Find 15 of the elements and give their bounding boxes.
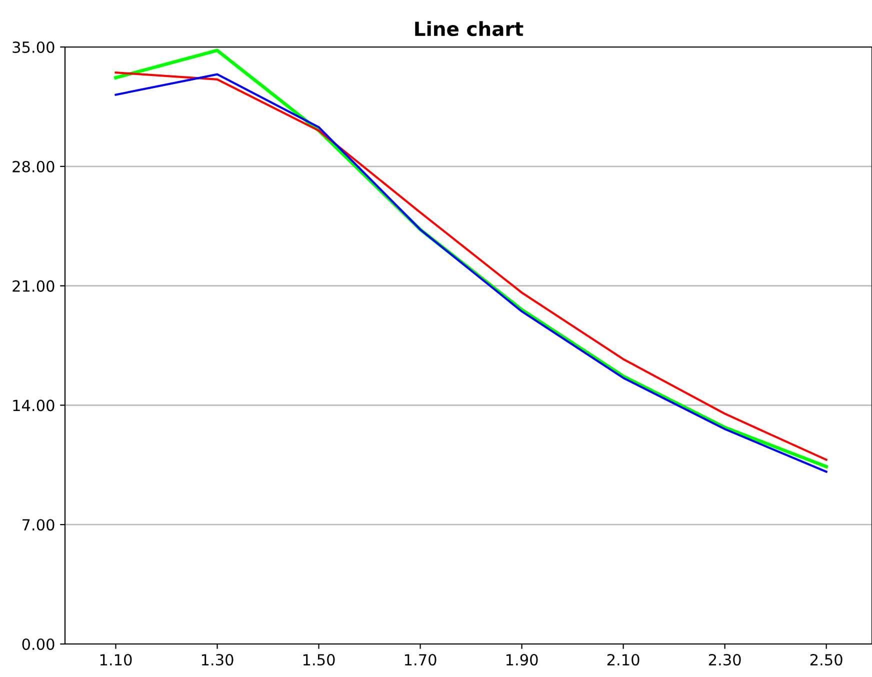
x-tick-label: 1.50: [303, 654, 335, 666]
y-tick-label: 0.00: [22, 638, 54, 650]
y-tick-label: 35.00: [12, 41, 54, 54]
x-tick-label: 1.10: [100, 654, 132, 666]
y-tick-label: 28.00: [12, 160, 54, 172]
x-tick-label: 2.10: [607, 654, 640, 666]
x-tick-label: 2.30: [708, 654, 741, 666]
y-tick-label: 21.00: [12, 280, 54, 292]
x-tick-label: 1.90: [506, 654, 538, 666]
x-tick-label: 1.30: [202, 654, 234, 666]
x-tick-label: 2.50: [810, 654, 842, 666]
y-tick-label: 14.00: [13, 400, 54, 412]
x-tick-label: 1.70: [404, 654, 436, 666]
y-tick-label: 7.00: [22, 519, 54, 531]
chart-title: Line chart: [415, 21, 524, 36]
